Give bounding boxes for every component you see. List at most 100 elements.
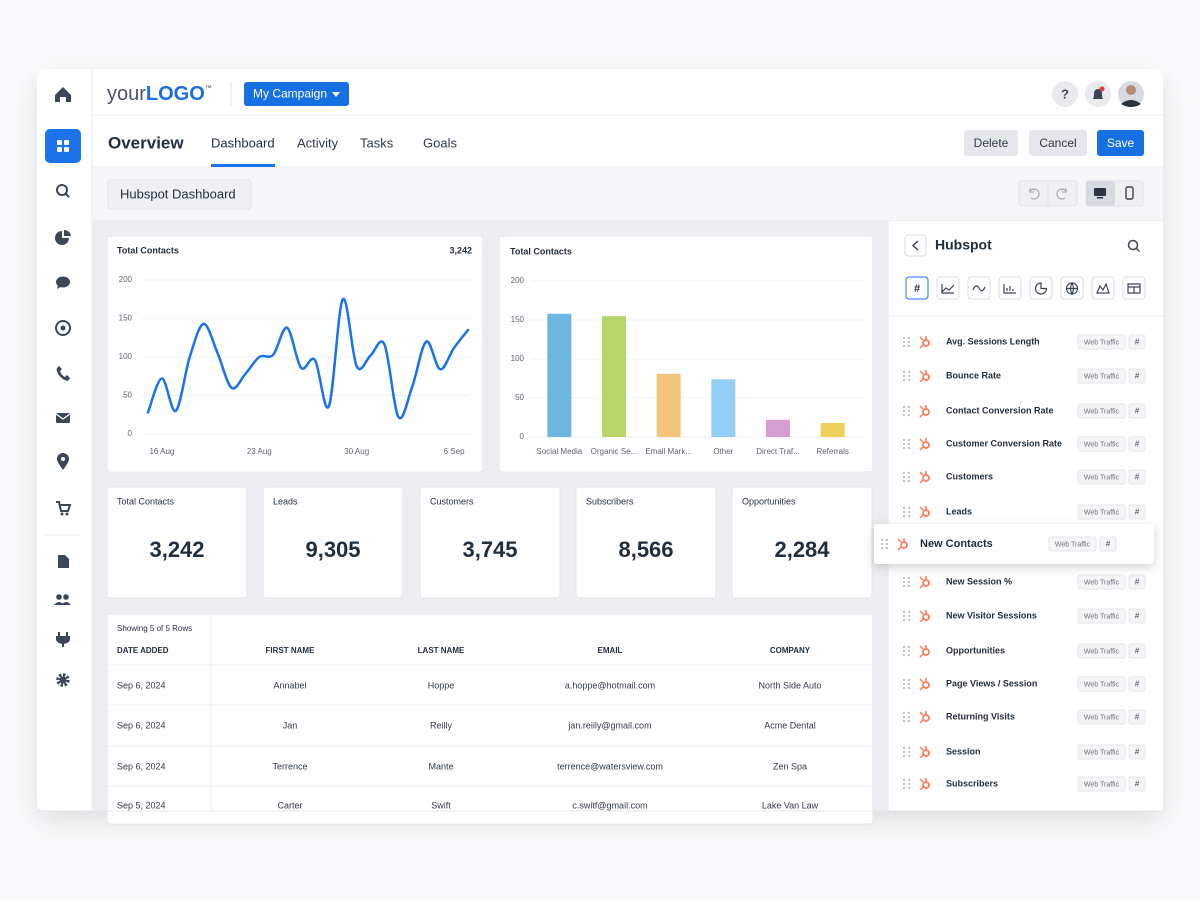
drag-handle-dot	[903, 472, 905, 474]
drag-handle-dot	[908, 472, 910, 474]
drag-handle-dot	[903, 679, 905, 681]
phone-icon[interactable]	[56, 366, 70, 381]
dashboard-name-button[interactable]	[107, 179, 252, 210]
drag-handle-dot	[903, 337, 905, 339]
drag-handle-dot	[903, 341, 905, 343]
file-icon[interactable]	[58, 555, 69, 568]
metric-type-label: #	[1135, 578, 1140, 587]
metric-tag-label: Web Traffic	[1084, 613, 1120, 620]
back-button[interactable]	[904, 234, 927, 257]
dragged-item[interactable]	[874, 524, 1154, 564]
hubspot-icon-spoke	[919, 645, 927, 658]
redo-icon[interactable]	[1056, 188, 1067, 200]
drag-handle-dot	[881, 543, 883, 545]
metric-name[interactable]: Returning Visits	[946, 711, 1015, 721]
metric-name[interactable]: Avg. Sessions Length	[946, 336, 1040, 346]
bar	[766, 419, 790, 437]
settings-icon[interactable]	[56, 673, 70, 687]
chart-title: Total Contacts	[510, 246, 572, 256]
metric-name[interactable]: New Session %	[946, 576, 1012, 586]
cart-icon[interactable]	[56, 501, 72, 512]
y-tick-label: 0	[128, 429, 133, 438]
metric-tag	[1077, 709, 1126, 725]
drag-handle-dot	[908, 787, 910, 789]
metric-name[interactable]: Opportunities	[946, 645, 1005, 655]
mail-icon[interactable]	[56, 413, 70, 423]
drag-handle-dot	[908, 410, 910, 412]
chat-icon[interactable]	[56, 276, 70, 288]
drag-handle-dot	[908, 447, 910, 449]
reports-icon[interactable]	[55, 231, 69, 245]
home-icon[interactable]	[55, 87, 71, 102]
action-button[interactable]	[1029, 130, 1087, 156]
tab[interactable]: Dashboard	[211, 135, 275, 150]
metric-name[interactable]: New Visitor Sessions	[946, 610, 1037, 620]
metric-tag	[1077, 608, 1126, 624]
hubspot-icon-spoke	[919, 610, 927, 623]
integrations-icon[interactable]	[58, 632, 68, 636]
logo[interactable]: yourLOGO™	[107, 83, 212, 105]
column-header: FIRST NAME	[266, 646, 316, 655]
drag-handle-dot	[903, 410, 905, 412]
cell: Sep 6, 2024	[117, 680, 166, 690]
x-tick-label: 16 Aug	[149, 447, 174, 456]
mobile-icon[interactable]	[1125, 186, 1134, 200]
drag-handle-dot	[908, 379, 910, 381]
bar	[820, 422, 845, 437]
metric-type-label: #	[1135, 612, 1140, 621]
metric-name[interactable]: Subscribers	[946, 778, 998, 788]
campaign-button[interactable]	[244, 82, 349, 106]
metric-name[interactable]: Leads	[946, 506, 972, 516]
drag-handle-dot	[908, 375, 910, 377]
x-tick-label: 23 Aug	[247, 447, 272, 456]
metric-name[interactable]: Bounce Rate	[946, 370, 1001, 380]
kpi-card	[262, 486, 404, 599]
undo-icon[interactable]	[1029, 188, 1040, 200]
location-icon[interactable]	[57, 453, 69, 470]
y-tick-label: 100	[511, 354, 525, 363]
metric-tag	[1077, 334, 1126, 350]
drag-handle-dot	[908, 779, 910, 781]
table-card	[106, 613, 874, 825]
tab[interactable]: Activity	[297, 135, 339, 150]
target-icon[interactable]	[55, 320, 71, 336]
metric-name[interactable]: Page Views / Session	[946, 678, 1037, 688]
metric-type	[1128, 403, 1146, 419]
action-button[interactable]	[1097, 130, 1144, 156]
chart-summary: 3,242	[449, 245, 472, 255]
metric-name[interactable]: Contact Conversion Rate	[946, 405, 1054, 415]
metric-type	[1128, 744, 1146, 760]
kpi-card	[419, 486, 561, 599]
tab[interactable]: Tasks	[360, 135, 394, 150]
panel-search[interactable]	[1127, 239, 1139, 251]
y-tick-label: 200	[119, 275, 133, 284]
action-button[interactable]	[964, 130, 1018, 156]
metric-type	[1128, 676, 1146, 692]
drag-handle-dot	[908, 683, 910, 685]
help-button[interactable]	[1052, 81, 1078, 107]
widget-type-button[interactable]	[905, 276, 929, 300]
users-icon[interactable]	[56, 594, 62, 600]
tab[interactable]: Goals	[423, 135, 457, 150]
kpi-value: 3,745	[462, 537, 517, 562]
drag-handle-dot	[903, 585, 905, 587]
table: DATE ADDED FIRST NAME LAST NAME EMAIL COMPAN…	[107, 646, 873, 810]
widget-type-button[interactable]	[1091, 276, 1115, 300]
hubspot-icon-spoke	[897, 538, 905, 551]
dashboard-icon-active[interactable]	[45, 129, 81, 163]
drag-handle-dot	[903, 646, 905, 648]
widget-type-button[interactable]	[936, 276, 960, 300]
drag-handle-dot	[908, 654, 910, 656]
x-tick-label: Direct Traf...	[756, 447, 800, 456]
search-icon[interactable]	[56, 184, 68, 196]
drag-handle-dot	[903, 615, 905, 617]
metric-name[interactable]: Customer Conversion Rate	[946, 438, 1062, 448]
metric-name[interactable]: Customers	[946, 471, 993, 481]
metric-name[interactable]: Session	[946, 746, 981, 756]
cell: Sep 6, 2024	[117, 761, 166, 771]
drag-handle-dot	[903, 783, 905, 785]
metric-name[interactable]: New Contacts	[920, 538, 993, 550]
drag-handle-dot	[903, 443, 905, 445]
cell: Carter	[277, 800, 302, 810]
widget-type-glyph	[1065, 282, 1079, 296]
